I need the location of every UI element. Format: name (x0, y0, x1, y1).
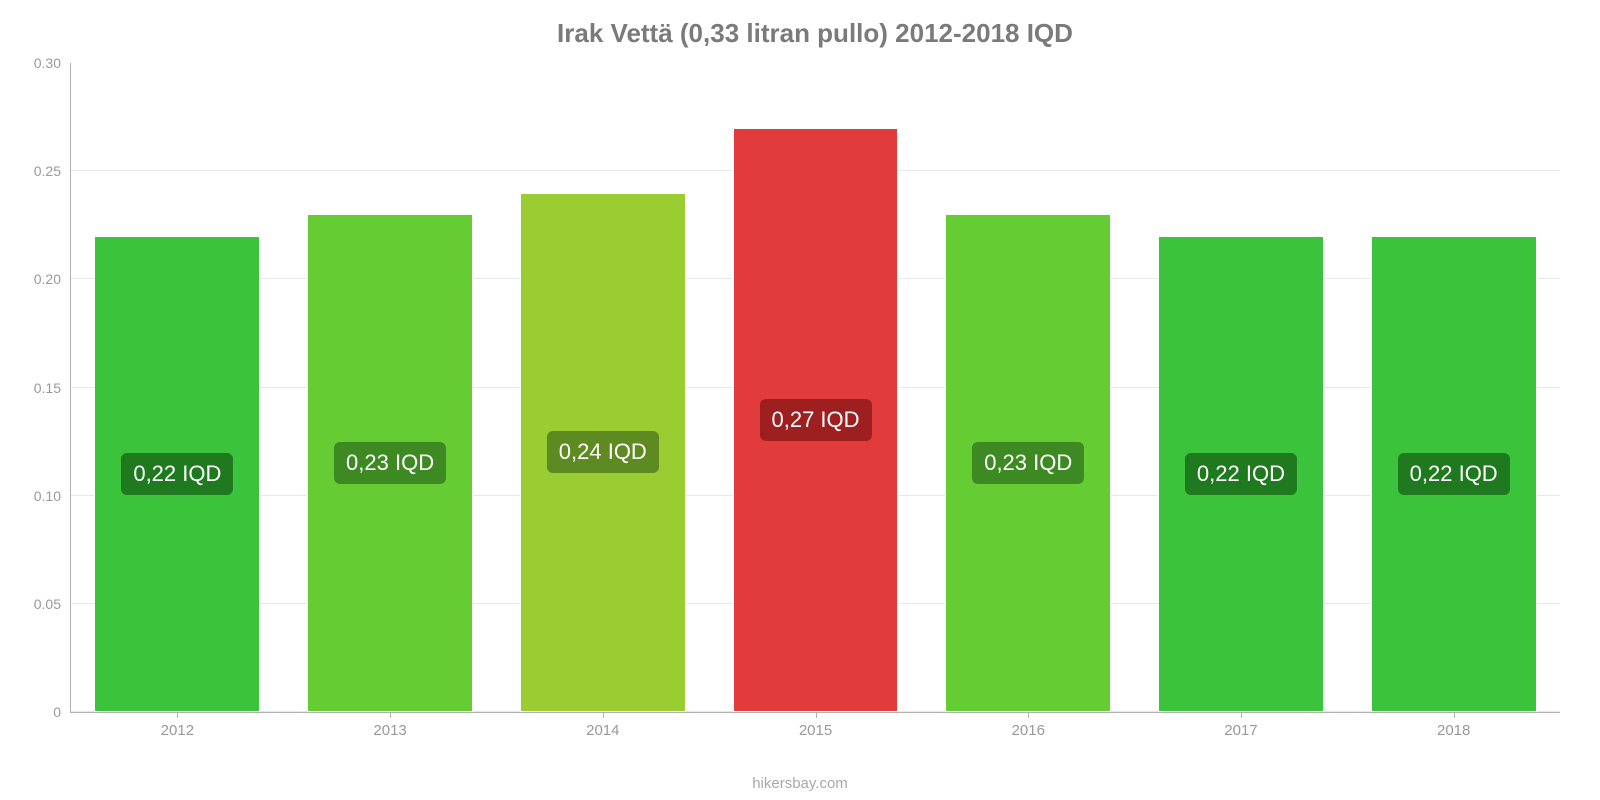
x-axis-labels: 2012 2013 2014 2015 2016 2017 2018 (71, 722, 1560, 739)
bar-value-badge: 0,27 IQD (759, 399, 871, 441)
bar-value-badge: 0,24 IQD (547, 431, 659, 473)
y-tick-label: 0.20 (34, 271, 71, 287)
x-axis-label: 2012 (71, 722, 284, 739)
x-tick (816, 712, 817, 718)
bar-2013: 0,23 IQD (307, 214, 473, 712)
x-axis-label: 2017 (1135, 722, 1348, 739)
x-axis-label: 2015 (709, 722, 922, 739)
bar-2012: 0,22 IQD (94, 236, 260, 712)
chart-container: Irak Vettä (0,33 litran pullo) 2012-2018… (0, 0, 1600, 800)
bar-slot: 0,22 IQD (1135, 63, 1348, 712)
attribution-text: hikersbay.com (0, 775, 1600, 792)
x-tick (390, 712, 391, 718)
bar-2017: 0,22 IQD (1158, 236, 1324, 712)
x-tick (1028, 712, 1029, 718)
y-tick-label: 0 (53, 704, 71, 720)
bar-slot: 0,23 IQD (284, 63, 497, 712)
bars-row: 0,22 IQD 0,23 IQD 0,24 IQD 0,27 IQD (71, 63, 1560, 712)
plot-area: 0 0.05 0.10 0.15 0.20 0.25 0.30 0,22 IQD (70, 63, 1560, 713)
bar-2018: 0,22 IQD (1371, 236, 1537, 712)
y-tick-label: 0.30 (34, 55, 71, 71)
y-tick-label: 0.05 (34, 596, 71, 612)
x-tick (177, 712, 178, 718)
bar-2014: 0,24 IQD (520, 193, 686, 712)
x-tick (603, 712, 604, 718)
bar-value-badge: 0,23 IQD (334, 442, 446, 484)
bar-value-badge: 0,22 IQD (121, 453, 233, 495)
bar-slot: 0,22 IQD (1347, 63, 1560, 712)
x-axis-label: 2018 (1347, 722, 1560, 739)
bar-slot: 0,24 IQD (496, 63, 709, 712)
bar-2016: 0,23 IQD (945, 214, 1111, 712)
x-axis-label: 2016 (922, 722, 1135, 739)
bar-value-badge: 0,23 IQD (972, 442, 1084, 484)
x-tick (1454, 712, 1455, 718)
bar-value-badge: 0,22 IQD (1185, 453, 1297, 495)
bar-value-badge: 0,22 IQD (1398, 453, 1510, 495)
bar-slot: 0,27 IQD (709, 63, 922, 712)
x-axis-label: 2013 (284, 722, 497, 739)
x-tick (1241, 712, 1242, 718)
y-tick-label: 0.25 (34, 163, 71, 179)
bar-slot: 0,22 IQD (71, 63, 284, 712)
y-tick-label: 0.15 (34, 380, 71, 396)
y-tick-label: 0.10 (34, 488, 71, 504)
chart-title: Irak Vettä (0,33 litran pullo) 2012-2018… (70, 18, 1560, 49)
bar-slot: 0,23 IQD (922, 63, 1135, 712)
bar-2015: 0,27 IQD (733, 128, 899, 712)
x-axis-label: 2014 (496, 722, 709, 739)
